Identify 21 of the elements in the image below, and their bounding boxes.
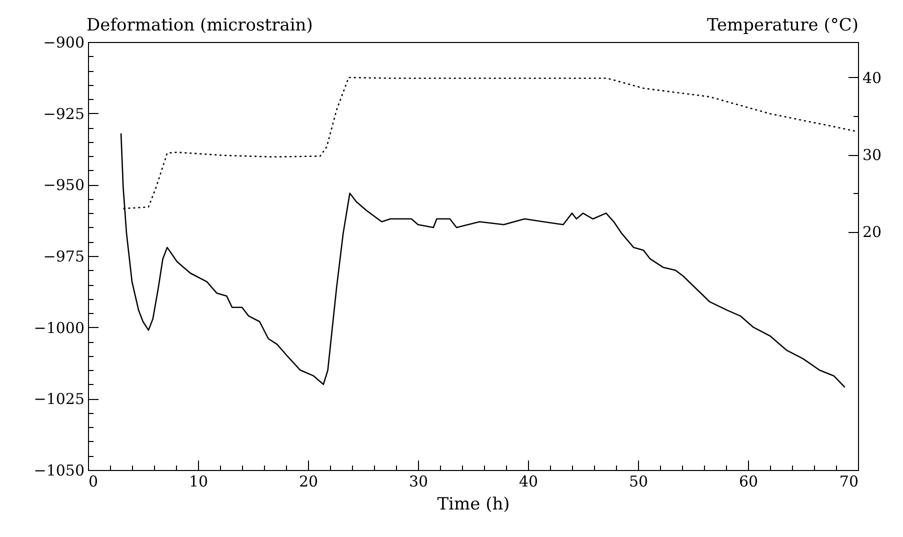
y-tick-label: −925 xyxy=(43,104,84,123)
x-tick-label: 50 xyxy=(628,472,648,490)
y-tick-label: −1000 xyxy=(34,318,84,337)
y-tick-label: −975 xyxy=(43,248,84,266)
y-tick-label: −1025 xyxy=(34,390,84,408)
y2-tick-label: 40 xyxy=(862,68,882,87)
y-tick-label: −950 xyxy=(43,176,84,194)
y2-axis-title: Temperature (°C) xyxy=(706,16,858,36)
x-tick-label: 20 xyxy=(298,472,318,490)
x-tick-label: 70 xyxy=(839,472,858,490)
x-tick-label: 30 xyxy=(408,472,428,490)
x-tick-label: 0 xyxy=(88,472,98,490)
x-axis-title: Time (h) xyxy=(437,494,510,514)
y2-tick-label: 20 xyxy=(862,223,882,242)
x-tick-label: 10 xyxy=(188,472,208,490)
y-tick-label: −1050 xyxy=(34,462,84,480)
y-axis-title: Deformation (microstrain) xyxy=(86,16,313,36)
y2-tick-label: 30 xyxy=(862,146,882,164)
x-tick-label: 60 xyxy=(738,472,758,490)
x-tick-label: 40 xyxy=(518,472,538,490)
y-tick-label: −900 xyxy=(43,34,84,52)
